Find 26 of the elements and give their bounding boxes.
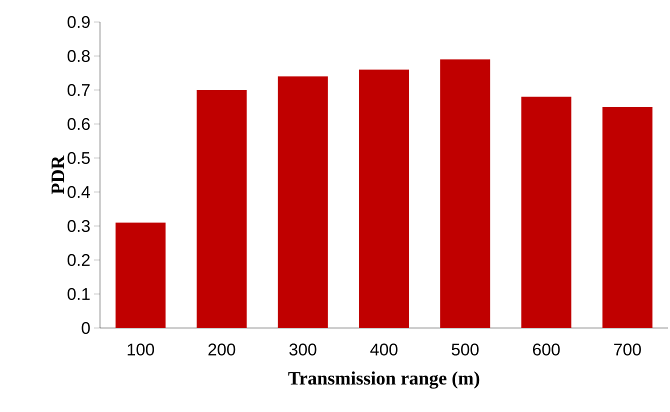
y-tick-label: 0.8 xyxy=(68,50,90,62)
bar xyxy=(521,96,572,328)
x-tick-label: 600 xyxy=(533,344,560,356)
bar xyxy=(440,59,490,328)
x-tick-label: 100 xyxy=(128,344,154,356)
x-tick-label: 500 xyxy=(452,344,479,356)
y-tick-label: 0.4 xyxy=(68,186,90,198)
x-tick-label: 400 xyxy=(370,344,398,356)
y-tick-label: 0.1 xyxy=(68,288,90,300)
y-tick-label: 0.5 xyxy=(68,152,90,164)
x-tick-label: 200 xyxy=(208,344,236,356)
x-tick-label: 700 xyxy=(614,344,641,356)
y-tick-label: 0.6 xyxy=(68,118,90,130)
bar xyxy=(602,107,652,328)
y-tick-label: 0.9 xyxy=(68,16,90,28)
bar xyxy=(196,90,247,328)
y-tick-label: 0.3 xyxy=(68,220,90,232)
bar xyxy=(278,76,328,328)
y-axis-title: PDR xyxy=(52,155,64,194)
x-tick-label: 300 xyxy=(289,344,316,356)
x-axis-title: Transmission range (m) xyxy=(288,371,480,389)
y-tick-label: 0.2 xyxy=(68,254,90,266)
bar xyxy=(116,222,166,328)
y-tick-label: 0.7 xyxy=(68,84,90,96)
y-tick-label: 0 xyxy=(82,322,90,334)
bar xyxy=(359,70,410,328)
